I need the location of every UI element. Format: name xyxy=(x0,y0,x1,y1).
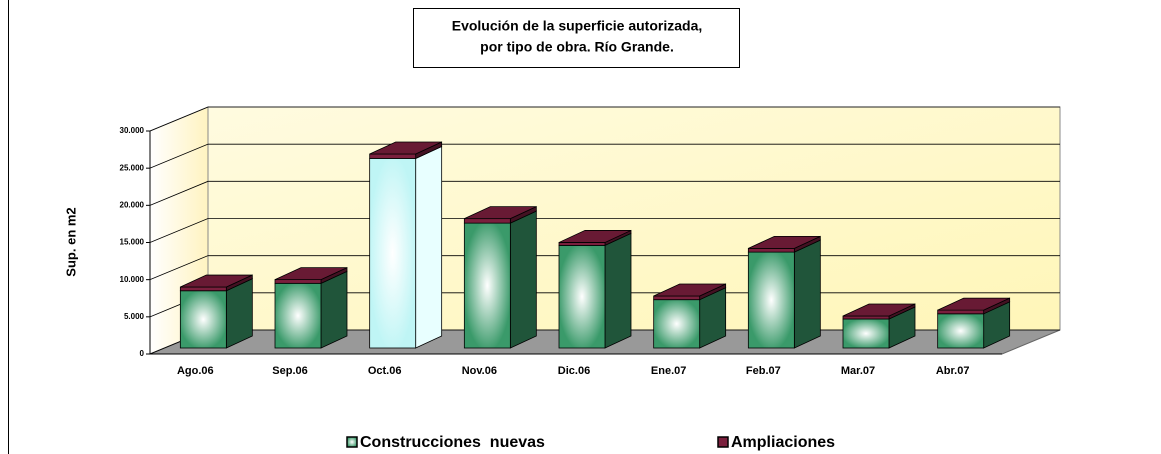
legend-swatch xyxy=(346,436,358,448)
x-tick-label: Ene.07 xyxy=(651,365,686,377)
plot: 0 5.000 10.000 15.000 20.000 25.000 30.000 Ago.… xyxy=(120,106,1061,377)
bar-top xyxy=(558,230,632,243)
bar xyxy=(842,318,890,349)
x-tick-label: Feb.07 xyxy=(746,365,781,377)
grid-line xyxy=(149,143,1060,169)
grid-line xyxy=(149,218,1060,243)
y-tick-label: 0 xyxy=(140,349,145,358)
bar-top xyxy=(842,303,916,317)
legend-label: Ampliaciones xyxy=(731,434,835,451)
bar xyxy=(369,158,417,349)
grid-line xyxy=(149,180,1060,206)
x-tick-label: Ago.06 xyxy=(177,365,214,377)
chart-subtitle: por tipo de obra. Río Grande. xyxy=(480,39,674,55)
y-tick-label: 15.000 xyxy=(120,238,145,247)
bar xyxy=(558,245,606,349)
bar xyxy=(937,313,985,349)
bar xyxy=(463,222,511,349)
bar-top xyxy=(369,141,442,155)
bar xyxy=(747,247,795,253)
y-tick-label: 10.000 xyxy=(120,275,145,284)
bar-side xyxy=(604,232,632,349)
bar xyxy=(369,153,417,159)
grid-line xyxy=(149,106,1060,132)
bar xyxy=(842,315,890,320)
bar-top xyxy=(748,235,821,249)
bar xyxy=(747,251,795,349)
y-tick-label: 5.000 xyxy=(124,312,145,321)
bar xyxy=(274,279,322,284)
bar-top xyxy=(464,206,537,220)
bar xyxy=(937,309,985,315)
y-axis-label: Sup. en m2 xyxy=(63,207,78,276)
y-tick-label: 25.000 xyxy=(120,163,145,172)
bar xyxy=(653,299,701,349)
chart-title: Evolución de la superficie autorizada, xyxy=(452,18,703,34)
bar-top xyxy=(653,283,726,297)
bar xyxy=(653,295,701,301)
bar xyxy=(558,242,606,246)
bar xyxy=(274,282,322,349)
legend-label: Construcciones nuevas xyxy=(360,434,545,451)
x-tick-label: Abr.07 xyxy=(936,365,970,377)
bar-top xyxy=(180,274,253,288)
legend-swatch xyxy=(717,436,729,448)
x-tick-label: Nov.06 xyxy=(462,365,497,377)
x-tick-label: Oct.06 xyxy=(368,365,402,377)
bar-side xyxy=(320,270,348,349)
x-tick-label: Dic.06 xyxy=(558,365,590,377)
bar xyxy=(463,218,511,224)
y-tick-label: 30.000 xyxy=(120,126,145,135)
bar xyxy=(179,290,227,349)
title-box xyxy=(413,8,740,68)
bar-top xyxy=(937,297,1010,311)
bar-side xyxy=(415,145,443,349)
y-tick-label: 20.000 xyxy=(120,200,145,209)
bar-top xyxy=(274,267,348,281)
bar-side xyxy=(509,210,537,349)
bar xyxy=(179,286,227,292)
bar-side xyxy=(793,239,821,349)
x-tick-label: Sep.06 xyxy=(272,365,307,377)
x-tick-label: Mar.07 xyxy=(841,365,875,377)
